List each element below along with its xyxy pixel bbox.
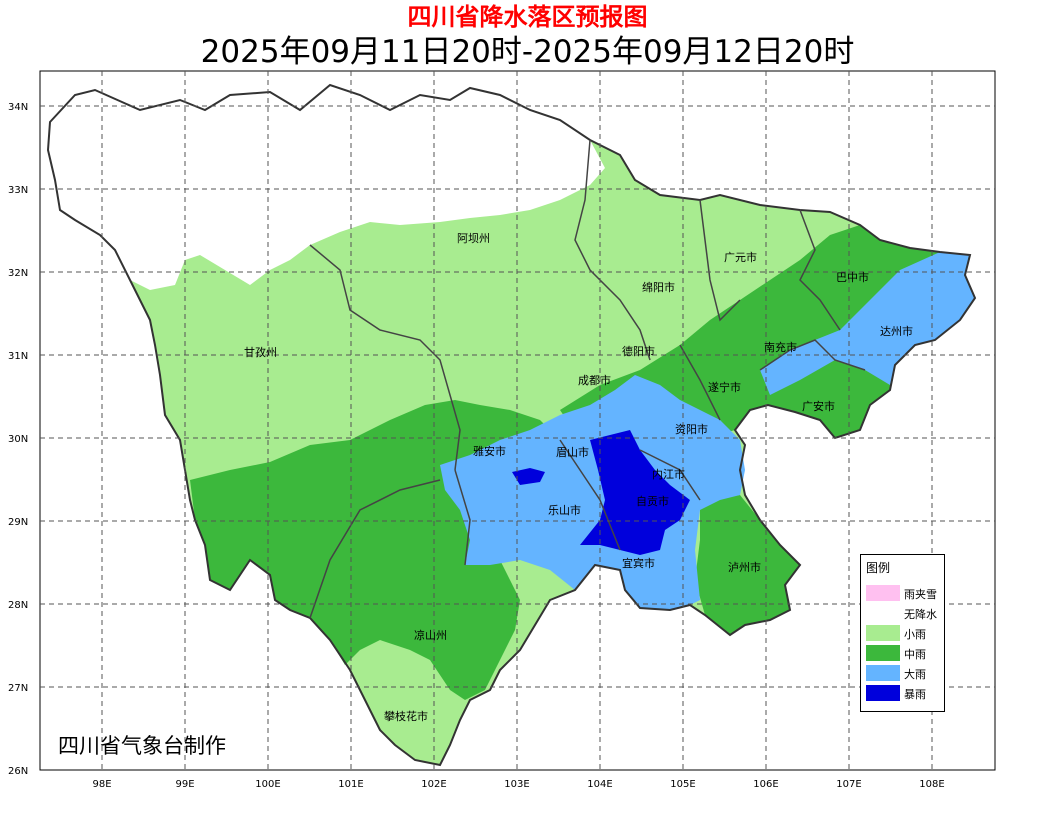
moderate-rain-luzhou [695,495,800,635]
legend-swatch [866,585,900,601]
region-label-aba: 阿坝州 [457,231,490,245]
lon-tick: 100E [255,779,280,790]
legend-swatch [866,605,900,621]
lon-tick: 105E [670,779,695,790]
legend-title: 图例 [866,561,891,575]
region-label-leshan: 乐山市 [548,503,581,517]
no-rain-area [48,85,605,290]
lon-tick: 104E [587,779,612,790]
lon-tick: 108E [919,779,944,790]
lon-tick: 107E [836,779,861,790]
lon-tick-labels: 98E 99E 100E 101E 102E 103E 104E 105E 10… [92,779,944,790]
lon-tick: 101E [338,779,363,790]
legend-swatch [866,625,900,641]
region-label-deyang: 德阳市 [622,344,655,358]
region-label-guangan: 广安市 [802,399,835,413]
graticule [40,71,995,770]
legend-item-sleet: 雨夹雪 [866,583,942,603]
lat-tick: 32N [8,268,28,279]
region-label-yaan: 雅安市 [473,444,506,458]
legend-label: 无降水 [904,608,937,621]
lon-tick: 102E [421,779,446,790]
region-label-meishan: 眉山市 [556,445,589,459]
lat-tick-labels: 34N 33N 32N 31N 30N 29N 28N 27N 26N [8,102,28,777]
lat-tick: 30N [8,434,28,445]
lon-tick: 98E [92,779,111,790]
lat-tick: 34N [8,102,28,113]
region-label-luzhou: 泸州市 [728,560,761,574]
lon-tick: 106E [753,779,778,790]
legend-swatch [866,665,900,681]
region-label-dazhou: 达州市 [880,324,913,338]
legend-swatch [866,645,900,661]
region-label-bazhong: 巴中市 [836,270,869,284]
region-labels: 阿坝州 广元市 绵阳市 巴中市 达州市 德阳市 南充市 甘孜州 成都市 遂宁市 … [244,231,913,723]
region-label-yibin: 宜宾市 [622,556,655,570]
precipitation-areas [48,85,975,765]
lat-tick: 26N [8,766,28,777]
region-label-ziyang: 资阳市 [675,422,708,436]
legend-label: 中雨 [904,648,926,661]
heavy-rain-ne [760,252,975,395]
region-label-liangshan: 凉山州 [414,628,447,642]
province-boundary [46,83,977,767]
prefecture-boundaries [309,139,866,619]
lon-tick: 103E [504,779,529,790]
legend: 图例 雨夹雪 无降水 小雨 中雨 大雨 暴雨 [860,554,945,712]
lat-tick: 33N [8,185,28,196]
legend-item-no-rain: 无降水 [866,603,942,623]
legend-label: 大雨 [904,668,926,681]
lon-tick: 99E [175,779,194,790]
region-label-panzhihua: 攀枝花市 [384,709,428,723]
lat-tick: 28N [8,600,28,611]
region-label-suining: 遂宁市 [708,380,741,394]
rainstorm-area [580,430,690,555]
heavy-rain-area [440,375,745,610]
region-label-ganzi: 甘孜州 [244,345,277,359]
region-label-guangyuan: 广元市 [724,250,757,264]
region-label-neijiang: 内江市 [652,467,685,481]
legend-item-heavy-rain: 大雨 [866,663,942,683]
region-label-nanchong: 南充市 [764,340,797,354]
region-label-chengdu: 成都市 [578,373,611,387]
legend-item-rainstorm: 暴雨 [866,683,942,703]
legend-item-moderate-rain: 中雨 [866,643,942,663]
region-label-zigong: 自贡市 [636,494,669,508]
rainstorm-small [512,468,545,485]
legend-label: 暴雨 [904,688,926,701]
legend-swatch [866,685,900,701]
legend-label: 小雨 [904,628,926,641]
legend-label: 雨夹雪 [904,588,937,601]
lat-tick: 27N [8,683,28,694]
map-subtitle: 2025年09月11日20时-2025年09月12日20时 [200,34,855,70]
region-label-mianyang: 绵阳市 [642,280,675,294]
moderate-rain-ne [560,225,975,440]
lat-tick: 29N [8,517,28,528]
credit-text: 四川省气象台制作 [58,734,226,758]
lat-tick: 31N [8,351,28,362]
map-title: 四川省降水落区预报图 [407,3,648,31]
legend-item-light-rain: 小雨 [866,623,942,643]
